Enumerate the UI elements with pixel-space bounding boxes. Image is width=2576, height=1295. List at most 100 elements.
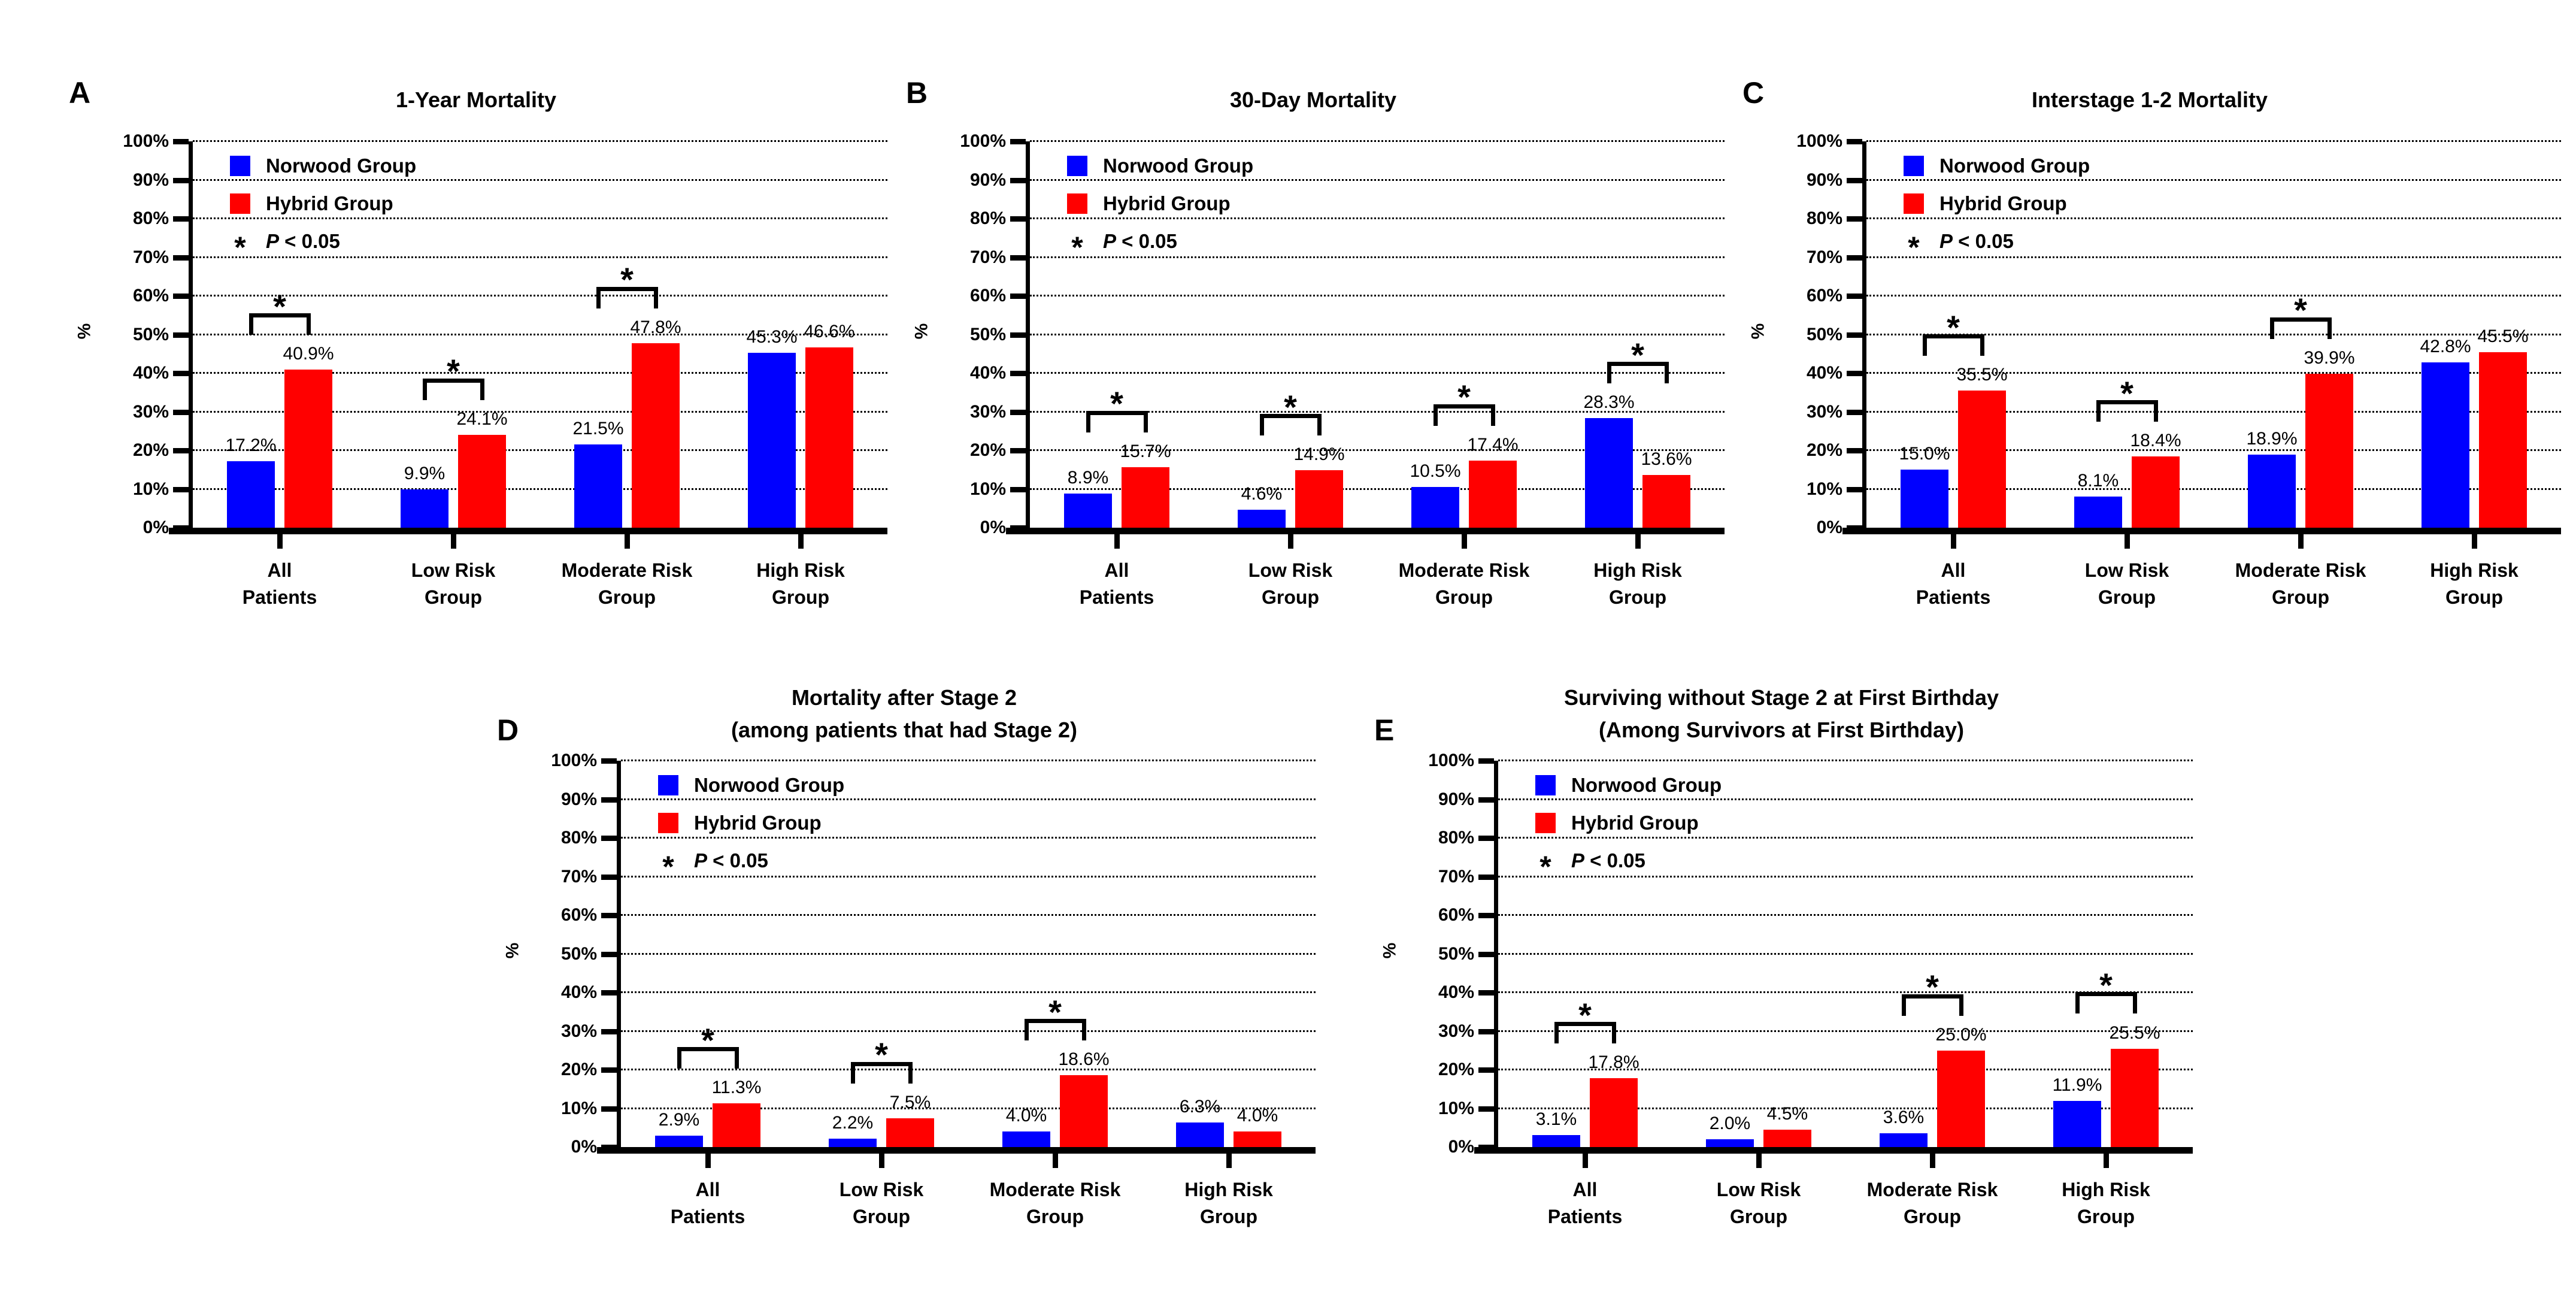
x-category-line: Group: [772, 586, 829, 608]
y-axis-tick: [173, 448, 189, 453]
gridline: [1498, 798, 2193, 800]
x-category-label: High Risk Group: [2384, 557, 2564, 611]
sig-bracket: [1554, 1022, 1616, 1044]
y-axis-title: %: [1380, 942, 1400, 959]
x-category-label: All Patients: [190, 557, 369, 611]
panel-letter: A: [69, 76, 91, 110]
y-axis-tick: [1478, 874, 1494, 880]
bar-norwood: [1064, 493, 1112, 528]
gridline: [193, 410, 887, 413]
y-axis-tick: [601, 1067, 617, 1073]
bar-norwood: [1585, 418, 1633, 528]
gridline: [1498, 991, 2193, 993]
sig-note-p: P: [1103, 230, 1117, 252]
sig-bracket: [1433, 404, 1495, 426]
bar-value-label: 18.4%: [2130, 431, 2181, 451]
bar-hybrid: [2111, 1048, 2159, 1147]
y-tick-label: 80%: [1438, 828, 1474, 848]
gridline: [1498, 1107, 2193, 1109]
panel-letter: B: [906, 76, 928, 110]
y-axis-tick: [1478, 1067, 1494, 1073]
y-axis-tick: [1010, 216, 1026, 222]
bar-value-label: 25.5%: [2109, 1022, 2160, 1043]
x-axis-tick: [1756, 1154, 1762, 1168]
x-category-line: High Risk: [2062, 1179, 2150, 1200]
x-axis-tick: [2298, 534, 2304, 549]
bar-value-label: 11.3%: [711, 1078, 762, 1098]
gridline: [1498, 1069, 2193, 1070]
bar-value-label: 4.6%: [1241, 484, 1283, 504]
x-axis-tick: [2471, 534, 2477, 549]
y-tick-label: 50%: [560, 943, 597, 964]
bar-value-label: 2.9%: [658, 1110, 700, 1130]
y-axis-tick: [601, 836, 617, 841]
x-category-line: Group: [2445, 586, 2503, 608]
bar-value-label: 2.0%: [1709, 1114, 1751, 1134]
legend-label: Hybrid Group: [694, 812, 822, 834]
x-category-line: Group: [853, 1205, 910, 1227]
x-axis-tick: [1635, 534, 1641, 549]
bar-value-label: 18.6%: [1058, 1049, 1110, 1070]
x-category-line: All: [1572, 1179, 1598, 1200]
sig-bracket: [1922, 334, 1984, 356]
bar-norwood: [1880, 1133, 1928, 1147]
x-category-label: High Risk Group: [1548, 557, 1728, 611]
y-axis-tick: [601, 1028, 617, 1034]
bar-value-label: 45.5%: [2477, 326, 2529, 346]
panel-title: Surviving without Stage 2 at First Birth…: [1374, 682, 2189, 746]
bar-value-label: 8.9%: [1067, 467, 1109, 488]
x-category-label: Low Risk Group: [1201, 557, 1380, 611]
legend: Norwood Group Hybrid Group * P < 0.05: [1535, 774, 1722, 888]
significance-asterisk-icon: *: [1908, 231, 1920, 264]
x-category-line: Patients: [1079, 586, 1154, 608]
panel-title-line: 30-Day Mortality: [1229, 87, 1397, 112]
y-axis-tick: [1010, 409, 1026, 415]
sig-bracket: [1024, 1018, 1086, 1040]
x-category-line: All: [1941, 559, 1966, 581]
legend-sig-row: * P < 0.05: [230, 230, 416, 264]
y-tick-label: 20%: [1438, 1060, 1474, 1079]
y-axis-tick: [1010, 294, 1026, 299]
x-category-line: High Risk: [2430, 559, 2519, 581]
sig-note-p: P: [1939, 230, 1953, 252]
legend-label: Norwood Group: [266, 155, 417, 177]
gridline: [1030, 178, 1725, 181]
gridline: [1498, 837, 2193, 839]
y-tick-label: 100%: [551, 751, 597, 770]
bar-value-label: 3.6%: [1883, 1107, 1925, 1127]
x-category-line: Group: [425, 586, 482, 608]
sig-star: *: [2099, 966, 2113, 1004]
legend-sig-row: * P < 0.05: [1067, 230, 1253, 264]
bar-norwood: [2053, 1101, 2101, 1147]
legend-label: Hybrid Group: [1103, 192, 1231, 214]
sig-bracket: [248, 313, 311, 335]
x-category-line: Moderate Risk: [1866, 1179, 1998, 1200]
plot-area: 0% 10% 20% 30% 40% 50% 60% 70% 80% 90% 100%% Norwoo…: [1380, 752, 2193, 1227]
sig-bracket: [2269, 317, 2332, 339]
gridline: [1498, 952, 2193, 955]
y-axis-tick: [601, 951, 617, 957]
legend-item: Hybrid Group: [1535, 812, 1722, 834]
y-axis-tick: [1478, 1106, 1494, 1112]
y-axis-title: %: [74, 323, 95, 340]
legend-item: Norwood Group: [658, 774, 844, 796]
x-category-label: Low Risk Group: [1669, 1176, 1848, 1230]
sig-star: *: [1048, 993, 1062, 1031]
y-axis-tick: [173, 525, 189, 531]
bar-value-label: 14.9%: [1293, 444, 1345, 464]
y-tick-label: 10%: [560, 1098, 597, 1118]
panel-title-line: (among patients that had Stage 2): [731, 718, 1078, 742]
sig-note: P < 0.05: [1571, 849, 1645, 872]
y-axis-tick: [173, 177, 189, 183]
sig-note: P < 0.05: [1103, 230, 1177, 252]
legend-label: Hybrid Group: [1939, 192, 2067, 214]
y-axis-tick: [1847, 525, 1862, 531]
sig-bracket: [1607, 362, 1669, 384]
panel-e: E Surviving without Stage 2 at First Bir…: [1374, 682, 2193, 1287]
significance-asterisk-icon: *: [1539, 850, 1551, 883]
bar-norwood: [1532, 1135, 1580, 1147]
y-axis-tick: [601, 874, 617, 880]
y-tick-label: 90%: [560, 789, 597, 809]
legend-item: Norwood Group: [1535, 774, 1722, 796]
legend-item: Norwood Group: [1067, 155, 1253, 177]
